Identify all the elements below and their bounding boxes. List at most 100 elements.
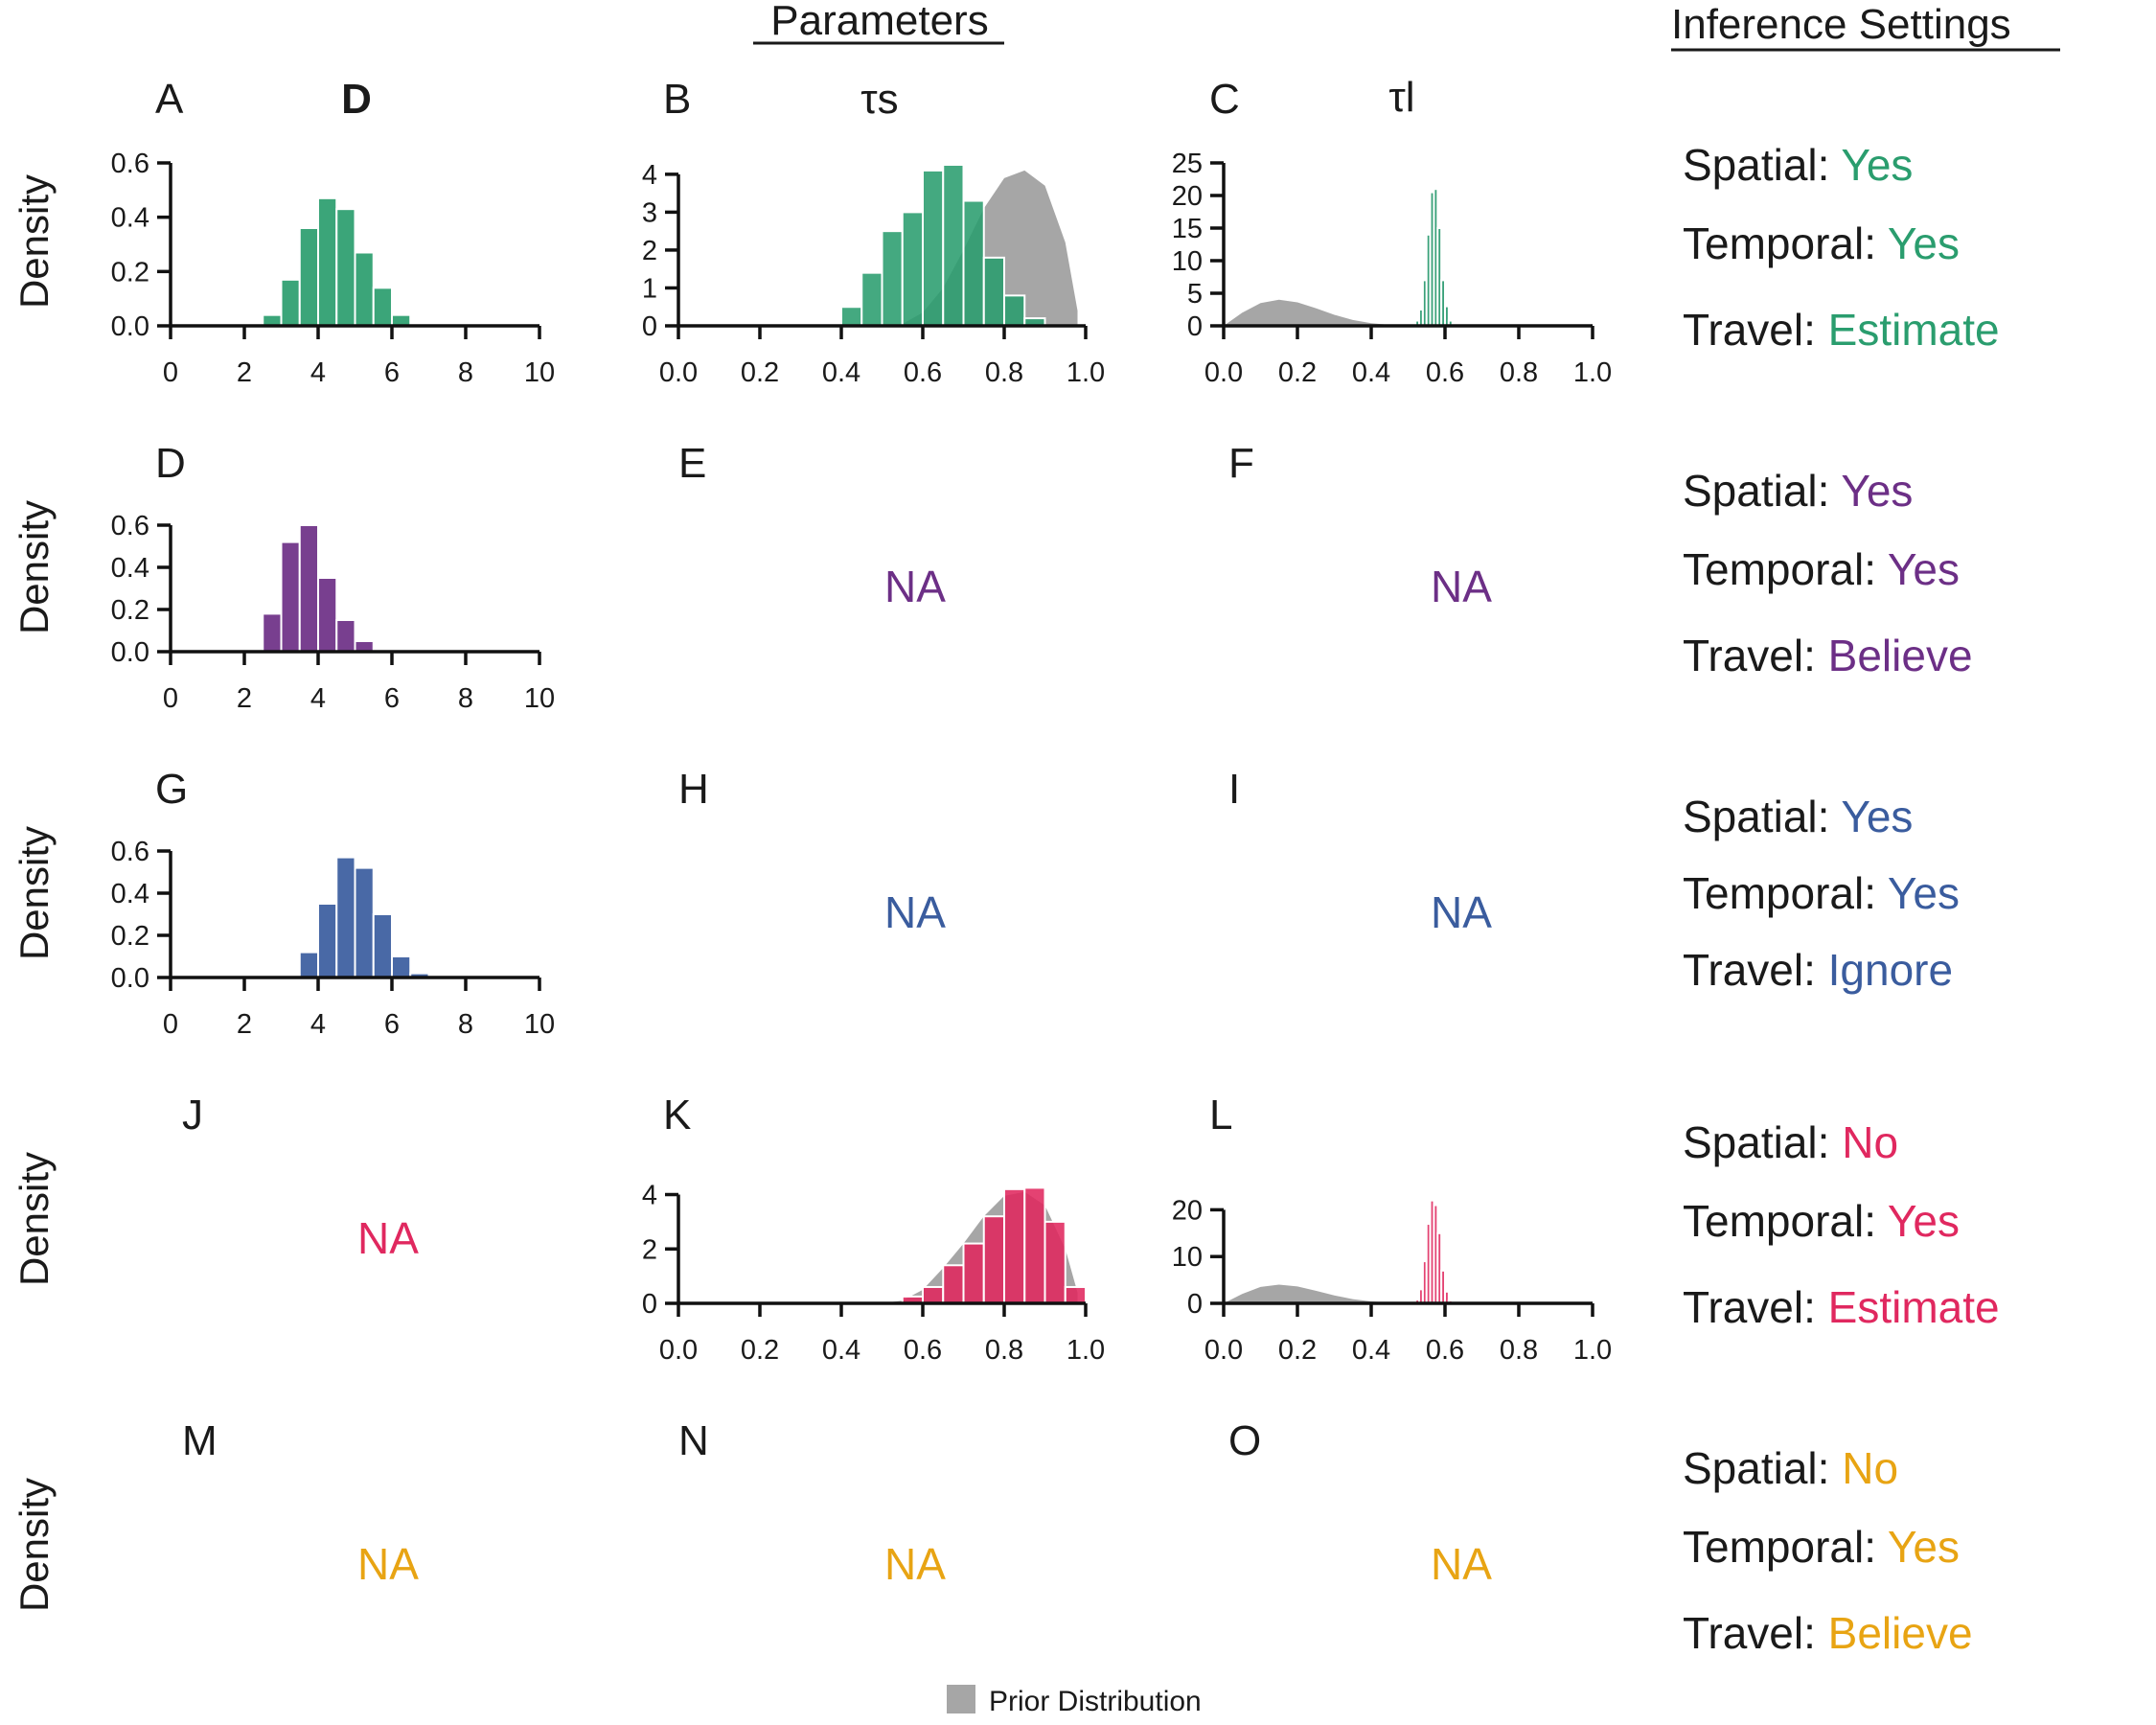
x-tick-label: 1.0: [1573, 1335, 1612, 1366]
x-tick-label: 2: [237, 1009, 252, 1040]
y-tick-label: 0.0: [111, 637, 149, 668]
histogram-bar: [354, 866, 375, 978]
x-tick-label: 1.0: [1067, 1335, 1105, 1366]
panel-h: H NA: [678, 766, 946, 937]
y-tick-label: 10: [1172, 246, 1203, 277]
y-tick-label: 15: [1172, 214, 1203, 244]
na-label: NA: [884, 887, 946, 937]
setting-label: Temporal:: [1683, 218, 1888, 268]
y-axis-label: Density: [11, 1478, 57, 1612]
x-tick-label: 0.2: [741, 357, 779, 388]
histogram-bar: [901, 211, 924, 328]
na-label: NA: [357, 1539, 419, 1589]
panel-letter: M: [182, 1417, 218, 1464]
x-tick-label: 0.4: [822, 1335, 860, 1366]
panel-d: D 0 2 4 6 8 10 0.0 0.2 0.4 0.6: [111, 440, 555, 714]
panel-letter: C: [1209, 76, 1240, 123]
y-tick-label: 0.0: [111, 963, 149, 994]
x-tick-label: 2: [237, 357, 252, 388]
y-tick-label: 0.6: [111, 511, 149, 541]
setting-temporal: Temporal: Yes: [1683, 1196, 1960, 1246]
panel-letter: J: [182, 1092, 203, 1138]
x-tick-label: 0.4: [1352, 357, 1390, 388]
setting-label: Temporal:: [1683, 544, 1888, 594]
y-tick-label: 3: [642, 197, 657, 228]
panel-o: O NA: [1228, 1417, 1492, 1589]
x-tick-label: 0.8: [1500, 357, 1538, 388]
histogram-bar: [372, 287, 393, 328]
na-label: NA: [1431, 887, 1492, 937]
y-tick-label: 20: [1172, 1195, 1203, 1226]
panel-letter: N: [678, 1417, 709, 1464]
setting-label: Spatial:: [1683, 1117, 1842, 1167]
histogram-bar: [354, 251, 375, 327]
x-tick-label: 10: [524, 683, 555, 714]
histogram-bar: [982, 1215, 1005, 1305]
setting-value: Yes: [1841, 140, 1913, 190]
y-tick-label: 0.4: [111, 553, 149, 584]
x-tick-label: 0.6: [1426, 1335, 1464, 1366]
setting-spatial: Spatial: No: [1683, 1443, 1898, 1493]
setting-temporal: Temporal: Yes: [1683, 218, 1960, 268]
setting-value: Yes: [1888, 1196, 1960, 1246]
x-tick-label: 10: [524, 357, 555, 388]
x-tick-label: 8: [458, 357, 473, 388]
x-tick-label: 0.0: [659, 1335, 698, 1366]
histogram-bar: [860, 271, 883, 327]
y-tick-label: 2: [642, 236, 657, 266]
legend-prior-label: Prior Distribution: [989, 1686, 1202, 1717]
histogram-bar: [840, 306, 863, 327]
x-tick-label: 6: [384, 357, 400, 388]
y-tick-label: 20: [1172, 181, 1203, 212]
setting-value: Believe: [1828, 1608, 1973, 1658]
setting-value: Estimate: [1828, 1282, 2000, 1332]
panel-i: I NA: [1228, 766, 1492, 937]
panel-letter: G: [155, 766, 188, 813]
x-tick-label: 0.0: [659, 357, 698, 388]
histogram-bar: [335, 856, 356, 978]
panel-m: M NA: [182, 1417, 419, 1589]
setting-label: Travel:: [1683, 305, 1828, 355]
setting-value: Ignore: [1828, 945, 1953, 995]
y-tick-label: 0.6: [111, 837, 149, 867]
histogram-bar: [1064, 1285, 1087, 1304]
x-tick-label: 0.8: [985, 357, 1023, 388]
panel-letter: K: [663, 1092, 691, 1138]
setting-travel: Travel: Ignore: [1683, 945, 1953, 995]
histogram-bar: [298, 227, 319, 327]
panel-letter: H: [678, 766, 709, 813]
x-tick-label: 0.0: [1204, 1335, 1243, 1366]
x-tick-label: 8: [458, 683, 473, 714]
y-axis-label: Density: [11, 174, 57, 309]
param-symbol-tau-l: τl: [1388, 74, 1414, 121]
y-tick-label: 1: [642, 273, 657, 304]
panel-j: J NA: [182, 1092, 419, 1263]
x-tick-label: 4: [310, 357, 326, 388]
histogram-bar: [942, 1264, 965, 1304]
y-tick-label: 0: [1187, 1289, 1203, 1320]
na-label: NA: [884, 562, 946, 611]
histogram-bar: [962, 199, 985, 327]
panel-letter: L: [1209, 1092, 1232, 1138]
histogram-bar: [962, 1242, 985, 1305]
setting-spatial: Spatial: Yes: [1683, 140, 1913, 190]
x-tick-label: 6: [384, 1009, 400, 1040]
panel-n: N NA: [678, 1417, 946, 1589]
x-tick-label: 0.6: [1426, 357, 1464, 388]
setting-spatial: Spatial: No: [1683, 1117, 1898, 1167]
prior-distribution-area: [1224, 1284, 1409, 1303]
x-tick-label: 2: [237, 683, 252, 714]
x-tick-label: 1.0: [1573, 357, 1612, 388]
setting-travel: Travel: Estimate: [1683, 305, 2000, 355]
x-tick-label: 6: [384, 683, 400, 714]
setting-value: No: [1842, 1443, 1898, 1493]
setting-label: Temporal:: [1683, 1196, 1888, 1246]
panel-letter: O: [1228, 1417, 1261, 1464]
panel-f: F NA: [1228, 440, 1492, 611]
histogram-bar: [1003, 1187, 1026, 1304]
panel-letter: E: [678, 440, 706, 487]
panel-letter: I: [1228, 766, 1240, 813]
setting-label: Spatial:: [1683, 140, 1841, 190]
prior-distribution-area: [1224, 299, 1409, 326]
